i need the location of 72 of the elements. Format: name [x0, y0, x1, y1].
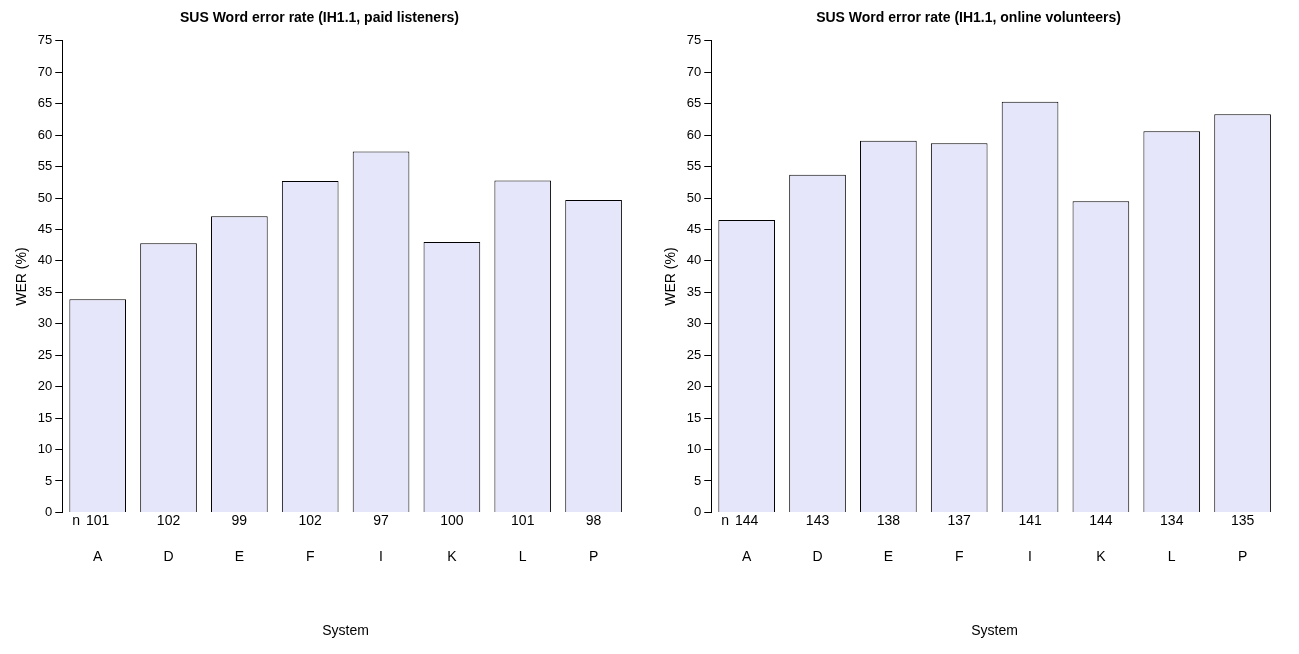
y-tick-label: 10	[686, 441, 702, 457]
annotation: 100	[440, 512, 464, 529]
x-tick-label: L	[1167, 547, 1176, 564]
y-axis-title: WER (%)	[662, 247, 679, 306]
y-tick-label: 70	[37, 63, 53, 79]
x-tick-label: F	[305, 547, 315, 564]
y-tick-label: 30	[37, 315, 53, 331]
annotation: 101	[511, 512, 535, 529]
y-tick-label: 65	[686, 95, 702, 111]
annotation: 102	[156, 512, 181, 529]
x-tick-label: E	[883, 547, 894, 564]
y-tick-label: 15	[686, 409, 702, 425]
x-tick-label: I	[1028, 547, 1032, 564]
annotation: 98	[585, 512, 602, 529]
y-tick-label: 60	[37, 126, 53, 142]
y-tick-label: 60	[686, 126, 702, 142]
chart-title: SUS Word error rate (IH1.1, paid listeners)	[179, 9, 460, 26]
annotation: 143	[805, 512, 830, 529]
annotation: 144	[1089, 512, 1113, 529]
x-tick-label: K	[1096, 547, 1107, 564]
annotation: 97	[373, 512, 390, 529]
annotation: 99	[231, 512, 248, 529]
y-tick-label: 75	[37, 32, 53, 48]
y-tick-label: 25	[686, 346, 702, 362]
y-tick-label: 55	[686, 158, 702, 174]
annotation: 138	[876, 512, 901, 529]
x-tick-label: P	[588, 547, 599, 564]
annotation: 141	[1018, 512, 1042, 529]
y-tick-label: 30	[686, 315, 702, 331]
x-tick-label: D	[163, 547, 174, 564]
x-tick-label: F	[954, 547, 964, 564]
y-tick-label: 55	[37, 158, 53, 174]
y-tick-label: 70	[686, 63, 702, 79]
y-tick-label: 0	[694, 503, 702, 519]
y-tick-label: 40	[37, 252, 53, 268]
y-tick-label: 45	[37, 221, 53, 237]
annotation: 135	[1230, 512, 1255, 529]
y-tick-label: 65	[37, 95, 53, 111]
annotation: 144	[735, 512, 759, 529]
y-tick-label: 25	[37, 346, 53, 362]
y-tick-label: 50	[37, 189, 53, 205]
annotation: 101	[86, 512, 110, 529]
annotation: n	[72, 512, 81, 529]
y-tick-label: 0	[45, 503, 53, 519]
x-axis-title: System	[322, 622, 369, 639]
y-tick-label: 20	[37, 378, 53, 394]
y-tick-label: 50	[686, 189, 702, 205]
y-tick-label: 5	[694, 472, 702, 488]
annotation: 102	[298, 512, 323, 529]
x-tick-label: A	[93, 547, 104, 564]
y-tick-label: 40	[686, 252, 702, 268]
annotation: 134	[1160, 512, 1184, 529]
x-tick-label: I	[379, 547, 383, 564]
y-tick-label: 35	[37, 283, 53, 299]
chart-title: SUS Word error rate (IH1.1, online volunteers)	[816, 9, 1121, 26]
y-tick-label: 75	[686, 32, 702, 48]
y-tick-label: 15	[37, 409, 53, 425]
y-tick-label: 20	[686, 378, 702, 394]
x-axis-title: System	[971, 622, 1018, 639]
annotation: 137	[947, 512, 972, 529]
x-tick-label: D	[812, 547, 823, 564]
annotation: n	[721, 512, 730, 529]
y-tick-label: 10	[37, 441, 53, 457]
x-tick-label: L	[518, 547, 527, 564]
y-tick-label: 5	[45, 472, 53, 488]
y-tick-label: 45	[686, 221, 702, 237]
y-tick-label: 35	[686, 283, 702, 299]
y-axis-title: WER (%)	[13, 247, 30, 306]
x-tick-label: E	[234, 547, 245, 564]
x-tick-label: A	[742, 547, 753, 564]
x-tick-label: K	[447, 547, 458, 564]
x-tick-label: P	[1237, 547, 1248, 564]
